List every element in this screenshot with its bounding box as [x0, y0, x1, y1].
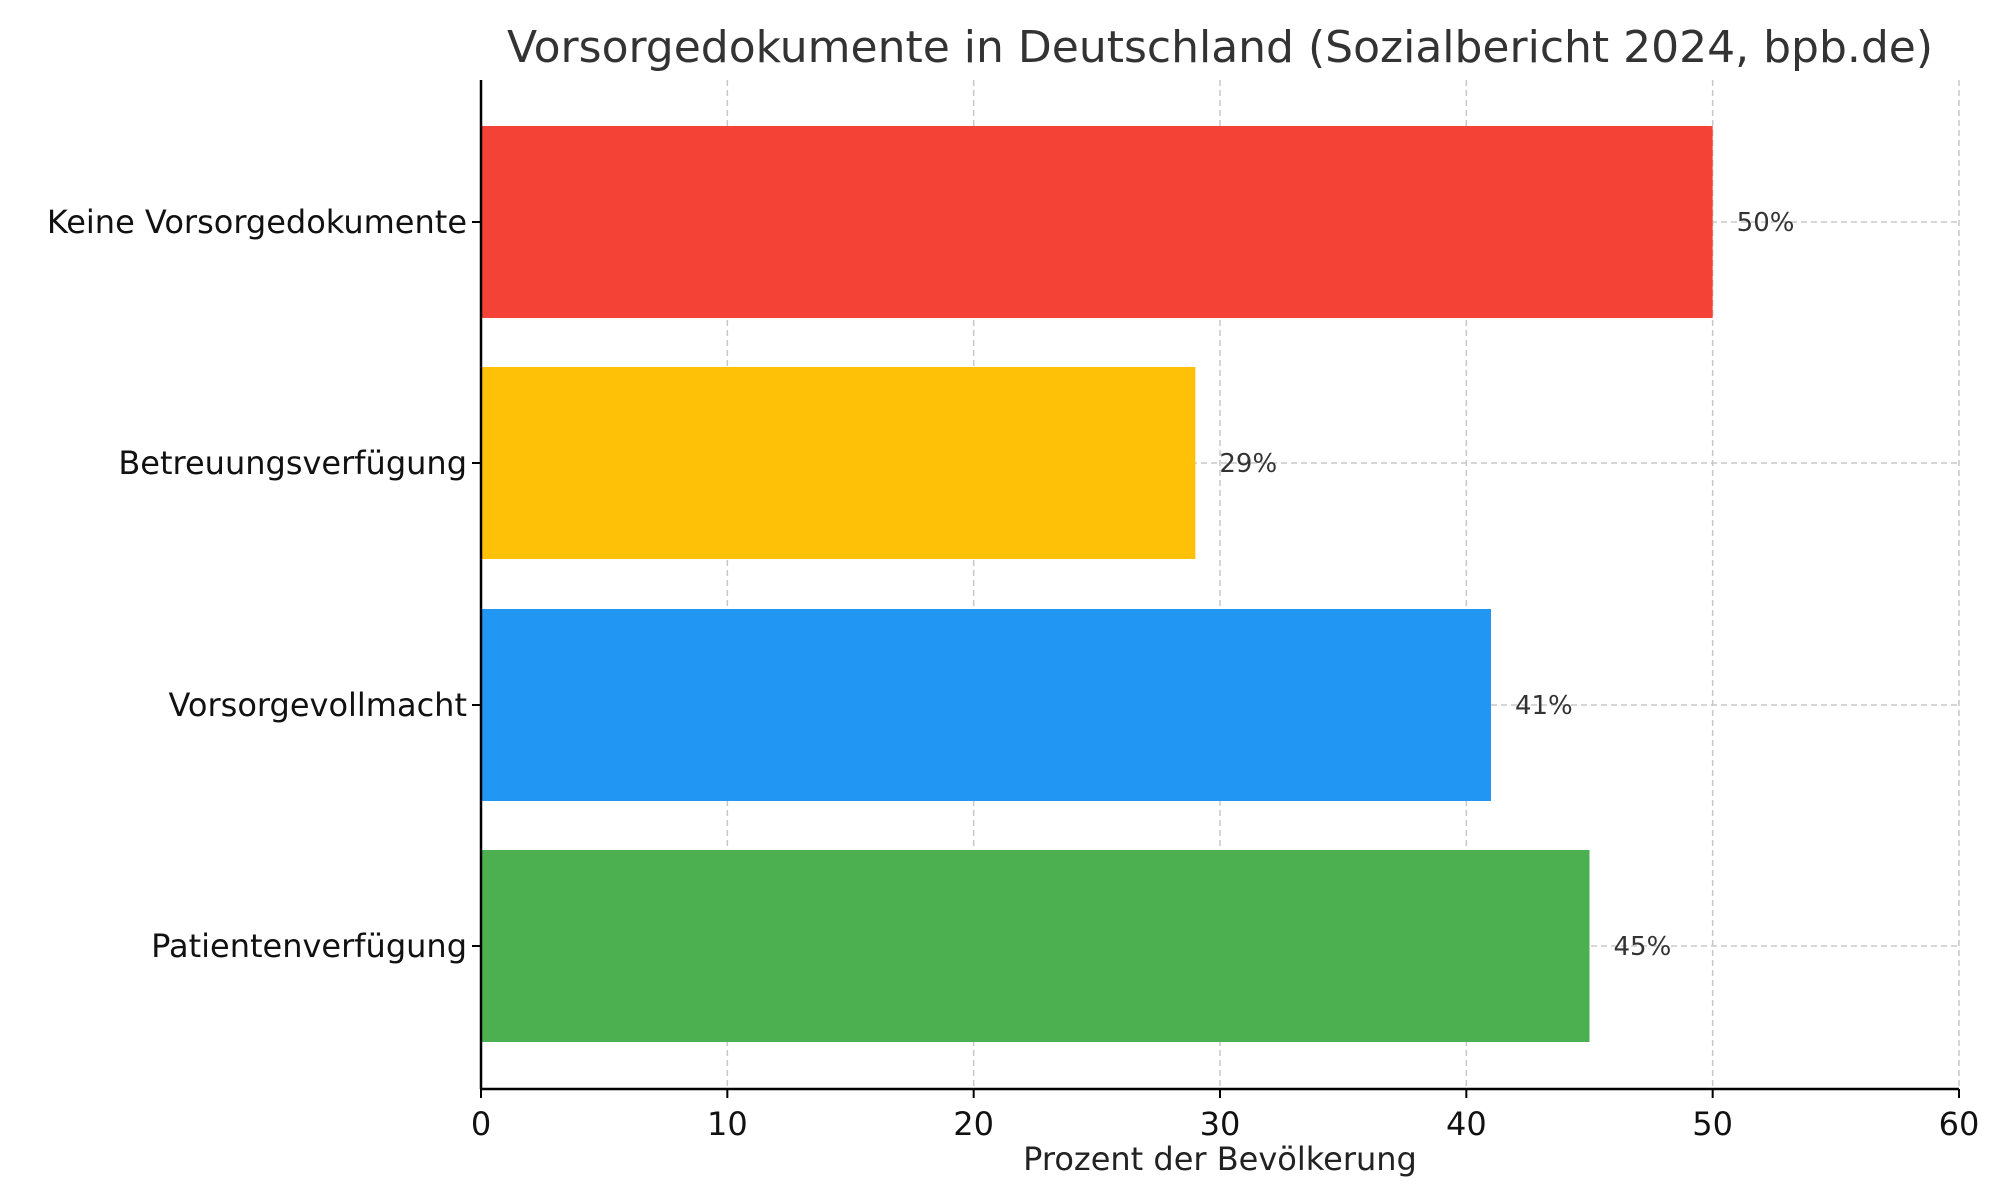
- data-label: 41%: [1515, 691, 1573, 721]
- category-label: Patientenverfügung: [151, 927, 467, 965]
- bars: [481, 126, 1713, 1042]
- x-tick-label: 20: [953, 1105, 994, 1143]
- x-tick-label: 0: [471, 1105, 491, 1143]
- data-label: 50%: [1737, 208, 1795, 238]
- x-tick-label: 10: [707, 1105, 748, 1143]
- bar: [481, 367, 1196, 559]
- category-label: Keine Vorsorgedokumente: [47, 203, 467, 241]
- data-labels: 45% 41% 29% 50%: [1219, 208, 1794, 962]
- data-label: 45%: [1614, 932, 1672, 962]
- category-label: Vorsorgevollmacht: [169, 686, 467, 724]
- x-axis-title: Prozent der Bevölkerung: [1023, 1140, 1417, 1178]
- chart-title: Vorsorgedokumente in Deutschland (Sozial…: [507, 22, 1933, 73]
- bar: [481, 850, 1590, 1042]
- x-axis-ticks: 0 10 20 30 40 50 60: [471, 221, 1980, 1143]
- y-axis-categories: Patientenverfügung Vorsorgevollmacht Betre…: [47, 203, 467, 965]
- x-tick-label: 50: [1692, 1105, 1733, 1143]
- x-tick-label: 60: [1939, 1105, 1980, 1143]
- bar: [481, 126, 1713, 318]
- x-tick-label: 30: [1200, 1105, 1241, 1143]
- x-tick-label: 40: [1446, 1105, 1487, 1143]
- data-label: 29%: [1219, 449, 1277, 479]
- category-label: Betreuungsverfügung: [118, 444, 467, 482]
- bar: [481, 609, 1491, 801]
